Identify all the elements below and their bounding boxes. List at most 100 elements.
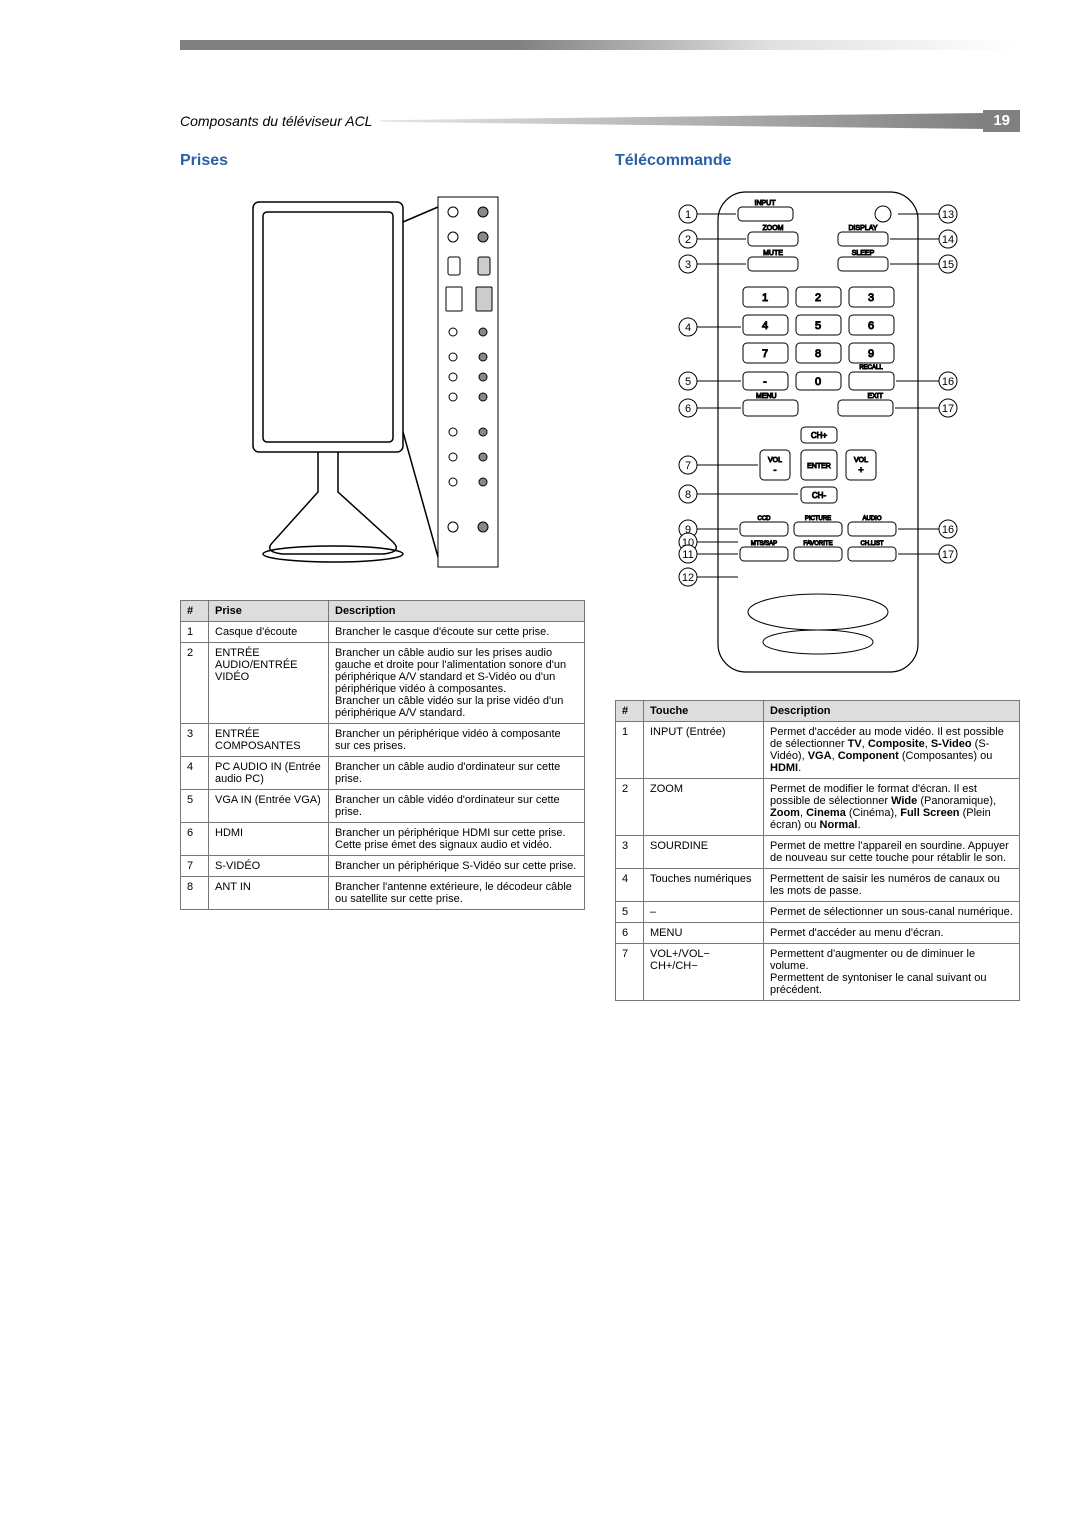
table-row: 8ANT INBrancher l'antenne extérieure, le… xyxy=(181,877,585,910)
svg-text:RECALL: RECALL xyxy=(859,365,883,371)
svg-text:2: 2 xyxy=(814,292,820,304)
svg-text:17: 17 xyxy=(941,549,953,561)
remote-title: Télécommande xyxy=(615,152,1020,170)
svg-text:6: 6 xyxy=(867,320,873,332)
svg-text:CH.LIST: CH.LIST xyxy=(860,541,883,547)
svg-text:2: 2 xyxy=(684,234,690,246)
table-row: 5VGA IN (Entrée VGA)Brancher un câble vi… xyxy=(181,790,585,823)
remote-figure: INPUT ZOOM DISPLAY MUTE SLEEP 123456789 xyxy=(615,182,1020,682)
section-label: Composants du téléviseur ACL xyxy=(180,113,380,129)
cell-name: SOURDINE xyxy=(644,836,764,869)
cell-num: 3 xyxy=(181,724,209,757)
th-num: # xyxy=(181,601,209,622)
svg-text:EXIT: EXIT xyxy=(867,393,883,400)
column-remote: Télécommande INPUT ZOOM xyxy=(615,152,1020,1001)
svg-text:5: 5 xyxy=(814,320,820,332)
svg-text:1: 1 xyxy=(761,292,767,304)
cell-name: ENTRÉE AUDIO/ENTRÉE VIDÉO xyxy=(209,643,329,724)
th-num: # xyxy=(616,701,644,722)
cell-name: MENU xyxy=(644,923,764,944)
svg-text:MUTE: MUTE xyxy=(763,250,783,257)
cell-num: 3 xyxy=(616,836,644,869)
cell-name: HDMI xyxy=(209,823,329,856)
cell-desc: Brancher un périphérique S-Vidéo sur cet… xyxy=(329,856,585,877)
svg-text:VOL: VOL xyxy=(767,457,781,464)
th-desc: Description xyxy=(764,701,1020,722)
cell-num: 1 xyxy=(616,722,644,779)
svg-text:15: 15 xyxy=(941,259,953,271)
table-row: 2ZOOMPermet de modifier le format d'écra… xyxy=(616,779,1020,836)
tv-jacks-figure xyxy=(180,182,585,582)
cell-name: ENTRÉE COMPOSANTES xyxy=(209,724,329,757)
cell-num: 1 xyxy=(181,622,209,643)
svg-text:4: 4 xyxy=(684,322,690,334)
th-desc: Description xyxy=(329,601,585,622)
cell-desc: Permet d'accéder au mode vidéo. Il est p… xyxy=(764,722,1020,779)
cell-desc: Permet d'accéder au menu d'écran. xyxy=(764,923,1020,944)
remote-svg: INPUT ZOOM DISPLAY MUTE SLEEP 123456789 xyxy=(648,182,988,682)
cell-num: 6 xyxy=(181,823,209,856)
svg-text:SLEEP: SLEEP xyxy=(851,250,874,257)
table-row: 1INPUT (Entrée)Permet d'accéder au mode … xyxy=(616,722,1020,779)
cell-name: ZOOM xyxy=(644,779,764,836)
section-wedge xyxy=(380,113,984,129)
cell-desc: Permettent d'augmenter ou de diminuer le… xyxy=(764,944,1020,1001)
svg-text:MENU: MENU xyxy=(756,393,777,400)
cell-desc: Brancher un câble audio d'ordinateur sur… xyxy=(329,757,585,790)
svg-text:-: - xyxy=(763,376,767,388)
svg-text:8: 8 xyxy=(684,489,690,501)
tv-jacks-svg xyxy=(233,182,533,582)
svg-text:9: 9 xyxy=(867,348,873,360)
cell-num: 5 xyxy=(181,790,209,823)
table-row: 6MENUPermet d'accéder au menu d'écran. xyxy=(616,923,1020,944)
svg-text:AUDIO: AUDIO xyxy=(862,516,881,522)
cell-num: 8 xyxy=(181,877,209,910)
svg-text:+: + xyxy=(858,465,863,475)
svg-text:VOL: VOL xyxy=(853,457,867,464)
svg-text:3: 3 xyxy=(684,259,690,271)
section-header-bar: Composants du téléviseur ACL 19 xyxy=(180,110,1020,132)
svg-text:ENTER: ENTER xyxy=(807,463,831,470)
table-row: 3SOURDINEPermet de mettre l'appareil en … xyxy=(616,836,1020,869)
svg-text:16: 16 xyxy=(941,524,953,536)
svg-text:5: 5 xyxy=(684,376,690,388)
svg-text:CH+: CH+ xyxy=(810,431,827,440)
prises-table: # Prise Description 1Casque d'écouteBran… xyxy=(180,600,585,910)
cell-name: PC AUDIO IN (Entrée audio PC) xyxy=(209,757,329,790)
svg-text:4: 4 xyxy=(761,320,767,332)
svg-text:6: 6 xyxy=(684,403,690,415)
th-prise: Prise xyxy=(209,601,329,622)
cell-num: 5 xyxy=(616,902,644,923)
cell-num: 4 xyxy=(181,757,209,790)
table-row: 5–Permet de sélectionner un sous-canal n… xyxy=(616,902,1020,923)
table-row: 4PC AUDIO IN (Entrée audio PC)Brancher u… xyxy=(181,757,585,790)
cell-name: VOL+/VOL−CH+/CH− xyxy=(644,944,764,1001)
table-row: 7VOL+/VOL−CH+/CH−Permettent d'augmenter … xyxy=(616,944,1020,1001)
table-row: 1Casque d'écouteBrancher le casque d'éco… xyxy=(181,622,585,643)
cell-num: 2 xyxy=(616,779,644,836)
svg-text:CCD: CCD xyxy=(757,516,771,522)
cell-desc: Brancher un périphérique HDMI sur cette … xyxy=(329,823,585,856)
cell-name: Casque d'écoute xyxy=(209,622,329,643)
cell-name: S-VIDÉO xyxy=(209,856,329,877)
page-number: 19 xyxy=(983,110,1020,132)
column-prises: Prises xyxy=(180,152,585,1001)
prises-title: Prises xyxy=(180,152,585,170)
svg-text:FAVORITE: FAVORITE xyxy=(803,541,832,547)
cell-name: ANT IN xyxy=(209,877,329,910)
svg-text:-: - xyxy=(773,465,776,475)
cell-num: 4 xyxy=(616,869,644,902)
svg-text:13: 13 xyxy=(941,209,953,221)
table-row: 3ENTRÉE COMPOSANTESBrancher un périphéri… xyxy=(181,724,585,757)
svg-text:MTS/SAP: MTS/SAP xyxy=(750,541,776,547)
cell-name: INPUT (Entrée) xyxy=(644,722,764,779)
cell-desc: Brancher un périphérique vidéo à composa… xyxy=(329,724,585,757)
cell-name: – xyxy=(644,902,764,923)
svg-text:14: 14 xyxy=(941,234,953,246)
svg-text:PICTURE: PICTURE xyxy=(804,516,830,522)
cell-num: 7 xyxy=(616,944,644,1001)
svg-text:16: 16 xyxy=(941,376,953,388)
svg-text:8: 8 xyxy=(814,348,820,360)
svg-text:7: 7 xyxy=(684,460,690,472)
svg-text:17: 17 xyxy=(941,403,953,415)
